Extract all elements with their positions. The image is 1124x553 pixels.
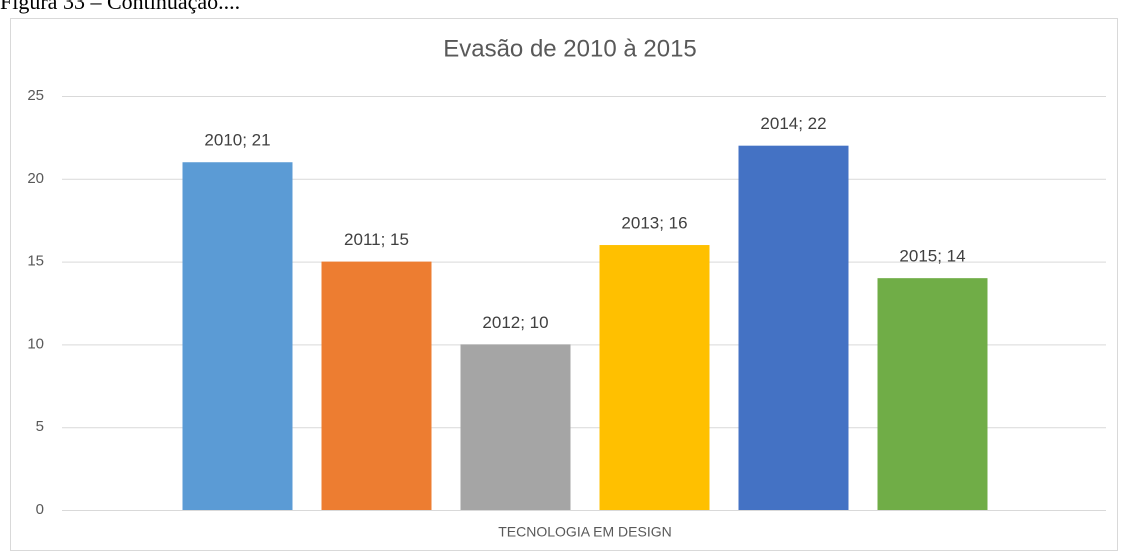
data-label: 2012; 10	[482, 313, 548, 332]
data-label: 2011; 15	[344, 230, 409, 249]
y-tick-label: 20	[27, 170, 44, 187]
data-label: 2014; 22	[760, 114, 826, 133]
y-tick-label: 5	[36, 418, 44, 435]
bar	[460, 344, 571, 510]
y-tick-label: 0	[36, 501, 44, 518]
data-label: 2010; 21	[204, 131, 270, 150]
bar	[182, 162, 293, 511]
chart-title: Evasão de 2010 à 2015	[443, 35, 697, 62]
y-tick-label: 15	[27, 253, 44, 270]
bar	[321, 261, 432, 510]
bar	[738, 145, 849, 510]
data-label: 2015; 14	[899, 247, 965, 266]
data-label: 2013; 16	[621, 214, 687, 233]
y-tick-label: 25	[27, 87, 44, 104]
caption: Figura 33 – Continuação....	[0, 0, 240, 14]
x-tick-label: TECNOLOGIA EM DESIGN	[498, 524, 671, 540]
bar	[599, 245, 710, 511]
y-tick-label: 10	[27, 335, 44, 352]
bar	[877, 278, 988, 510]
